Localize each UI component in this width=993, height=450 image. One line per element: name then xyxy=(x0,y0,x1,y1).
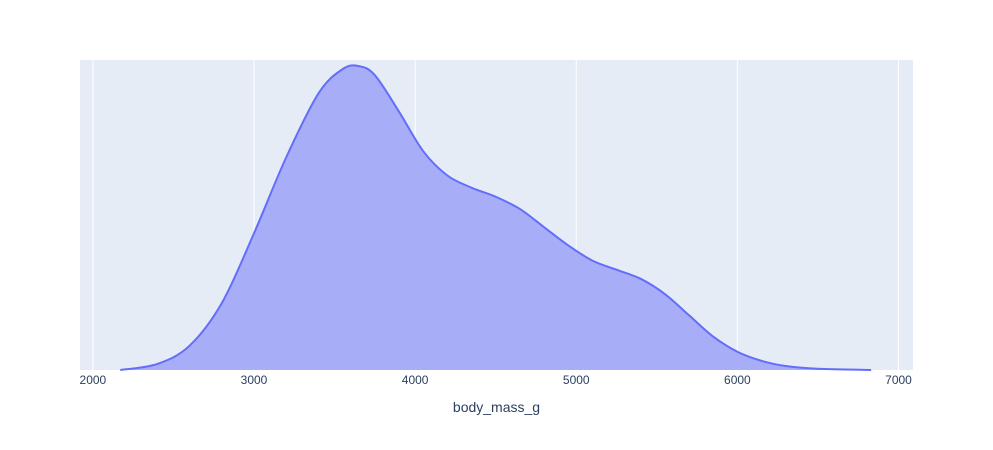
x-tick-label: 6000 xyxy=(724,373,751,387)
density-area xyxy=(120,65,872,370)
x-tick-label: 2000 xyxy=(80,373,107,387)
x-tick-label: 7000 xyxy=(885,373,912,387)
density-line xyxy=(120,64,872,371)
x-axis-ticks: 2000 3000 4000 5000 6000 7000 xyxy=(80,373,913,387)
x-tick-label: 4000 xyxy=(402,373,429,387)
x-axis-title: body_mass_g xyxy=(453,399,540,415)
x-tick-label: 3000 xyxy=(241,373,268,387)
x-tick-label: 5000 xyxy=(563,373,590,387)
